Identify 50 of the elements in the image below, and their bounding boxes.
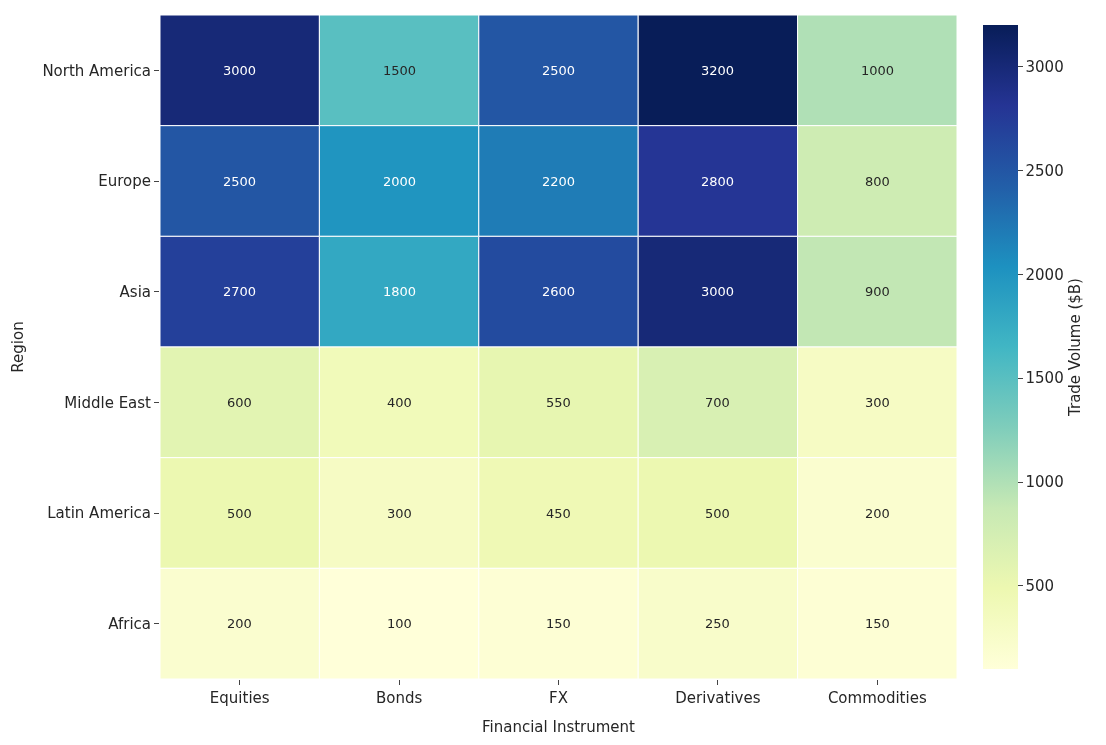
data-label: 500 (227, 506, 252, 521)
data-label: 2700 (223, 284, 257, 299)
x-tick-label: Derivatives (675, 689, 761, 707)
y-axis-title: Region (8, 321, 27, 373)
y-tick-label: Latin America (47, 504, 151, 523)
data-label: 900 (865, 284, 890, 299)
data-label: 200 (227, 616, 252, 631)
data-label: 500 (705, 506, 730, 521)
data-label: 200 (865, 506, 890, 521)
data-label: 2000 (383, 174, 417, 189)
y-tick-label: North America (42, 61, 151, 80)
data-label: 2600 (542, 284, 576, 299)
data-label: 2500 (542, 63, 576, 78)
data-label: 800 (865, 174, 890, 189)
data-label: 1500 (383, 63, 417, 78)
data-label: 3000 (701, 284, 735, 299)
data-label: 600 (227, 395, 252, 410)
y-tick-label: Africa (108, 614, 151, 633)
data-label: 550 (546, 395, 571, 410)
x-tick-label: Equities (209, 689, 270, 707)
color-bar-title: Trade Volume ($B) (1065, 278, 1084, 417)
color-bar-label: 1500 (1025, 369, 1064, 388)
color-bar-label: 1000 (1025, 473, 1064, 492)
data-label: 3000 (223, 63, 257, 78)
y-tick-label: Asia (119, 282, 151, 301)
data-label: 250 (705, 616, 730, 631)
color-bar-label: 500 (1025, 577, 1055, 596)
data-label: 1800 (383, 284, 417, 299)
x-tick-label: Bonds (375, 689, 423, 707)
color-bar-label: 2000 (1025, 265, 1064, 284)
y-tick-label: Europe (98, 172, 151, 191)
data-label: 700 (705, 395, 730, 410)
x-axis-title: Financial Instrument (482, 718, 636, 736)
data-label: 450 (546, 506, 571, 521)
x-tick-label: FX (549, 689, 568, 707)
data-label: 150 (546, 616, 571, 631)
data-label: 100 (387, 616, 412, 631)
data-label: 2500 (223, 174, 257, 189)
data-label: 150 (865, 616, 890, 631)
data-label: 400 (387, 395, 412, 410)
y-tick-label: Middle East (64, 393, 152, 412)
data-label: 1000 (861, 63, 895, 78)
data-label: 300 (865, 395, 890, 410)
data-label: 300 (387, 506, 412, 521)
color-bar-label: 3000 (1025, 57, 1064, 76)
data-label: 3200 (701, 63, 735, 78)
data-label: 2200 (542, 174, 576, 189)
color-bar-label: 2500 (1025, 161, 1064, 180)
data-label: 2800 (701, 174, 735, 189)
x-tick-label: Commodities (827, 689, 927, 707)
